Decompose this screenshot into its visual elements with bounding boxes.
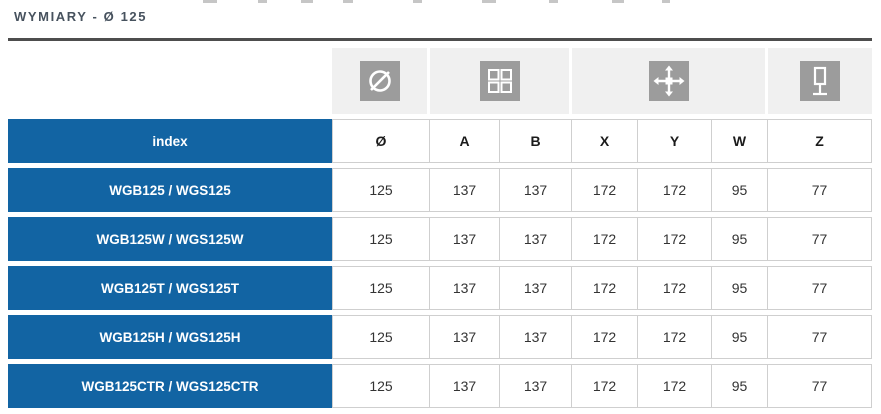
header-diameter: Ø	[332, 119, 430, 163]
icon-group-z	[768, 48, 872, 114]
icon-group-bg	[768, 48, 872, 114]
cropped-text-artifact	[203, 0, 217, 3]
table-row: WGB125CTR / WGS125CTR 125 137 137 172 17…	[8, 364, 872, 408]
cropped-text-artifact	[482, 0, 496, 3]
icon-group-bg	[332, 48, 427, 114]
value-z: 77	[768, 168, 872, 212]
value-y: 172	[638, 315, 712, 359]
value-y: 172	[638, 168, 712, 212]
title-divider	[8, 38, 872, 41]
header-index: index	[8, 119, 332, 163]
value-w: 95	[712, 266, 768, 310]
value-diameter: 125	[332, 168, 430, 212]
diameter-icon	[359, 61, 400, 101]
four-pane-grid-icon	[479, 61, 520, 101]
row-index-label: WGB125T / WGS125T	[8, 266, 332, 310]
value-diameter: 125	[332, 217, 430, 261]
value-x: 172	[572, 315, 638, 359]
cropped-text-artifact	[549, 0, 558, 3]
value-z: 77	[768, 364, 872, 408]
table-row: WGB125W / WGS125W 125 137 137 172 172 95…	[8, 217, 872, 261]
header-w: W	[712, 119, 768, 163]
value-b: 137	[500, 364, 572, 408]
value-a: 137	[430, 168, 500, 212]
value-x: 172	[572, 168, 638, 212]
value-a: 137	[430, 217, 500, 261]
value-diameter: 125	[332, 315, 430, 359]
row-index-label: WGB125H / WGS125H	[8, 315, 332, 359]
value-b: 137	[500, 217, 572, 261]
table-row: WGB125H / WGS125H 125 137 137 172 172 95…	[8, 315, 872, 359]
value-z: 77	[768, 266, 872, 310]
table-row: WGB125T / WGS125T 125 137 137 172 172 95…	[8, 266, 872, 310]
value-x: 172	[572, 364, 638, 408]
row-index-label: WGB125 / WGS125	[8, 168, 332, 212]
value-w: 95	[712, 315, 768, 359]
cropped-text-artifact	[413, 0, 422, 3]
icon-group-xyw	[572, 48, 768, 114]
icon-group-ab	[430, 48, 572, 114]
value-a: 137	[430, 315, 500, 359]
value-b: 137	[500, 266, 572, 310]
cropped-text-artifact	[258, 0, 267, 3]
value-a: 137	[430, 364, 500, 408]
table-row: WGB125 / WGS125 125 137 137 172 172 95 7…	[8, 168, 872, 212]
row-index-label: WGB125W / WGS125W	[8, 217, 332, 261]
header-y: Y	[638, 119, 712, 163]
value-y: 172	[638, 364, 712, 408]
value-y: 172	[638, 266, 712, 310]
value-w: 95	[712, 364, 768, 408]
value-x: 172	[572, 217, 638, 261]
cropped-text-artifact	[612, 0, 624, 3]
height-icon	[800, 61, 840, 101]
axes-cross-icon	[648, 61, 689, 101]
icon-group-bg	[572, 48, 765, 114]
value-z: 77	[768, 315, 872, 359]
table-header-row: index Ø A B X Y W Z	[8, 119, 872, 163]
header-b: B	[500, 119, 572, 163]
value-a: 137	[430, 266, 500, 310]
value-diameter: 125	[332, 364, 430, 408]
header-z: Z	[768, 119, 872, 163]
value-w: 95	[712, 168, 768, 212]
cropped-text-artifact	[662, 0, 670, 3]
value-diameter: 125	[332, 266, 430, 310]
value-y: 172	[638, 217, 712, 261]
value-b: 137	[500, 315, 572, 359]
header-x: X	[572, 119, 638, 163]
icon-header-row	[8, 48, 872, 114]
icon-group-diameter	[332, 48, 430, 114]
value-b: 137	[500, 168, 572, 212]
dimensions-table: index Ø A B X Y W Z WGB125 / WGS125 125 …	[8, 48, 872, 408]
value-w: 95	[712, 217, 768, 261]
icon-row-spacer	[8, 48, 332, 114]
row-index-label: WGB125CTR / WGS125CTR	[8, 364, 332, 408]
cropped-text-artifact	[301, 0, 313, 3]
cropped-text-artifact	[343, 0, 353, 3]
page-title: WYMIARY - Ø 125	[14, 9, 148, 24]
value-x: 172	[572, 266, 638, 310]
header-a: A	[430, 119, 500, 163]
icon-group-bg	[430, 48, 569, 114]
value-z: 77	[768, 217, 872, 261]
